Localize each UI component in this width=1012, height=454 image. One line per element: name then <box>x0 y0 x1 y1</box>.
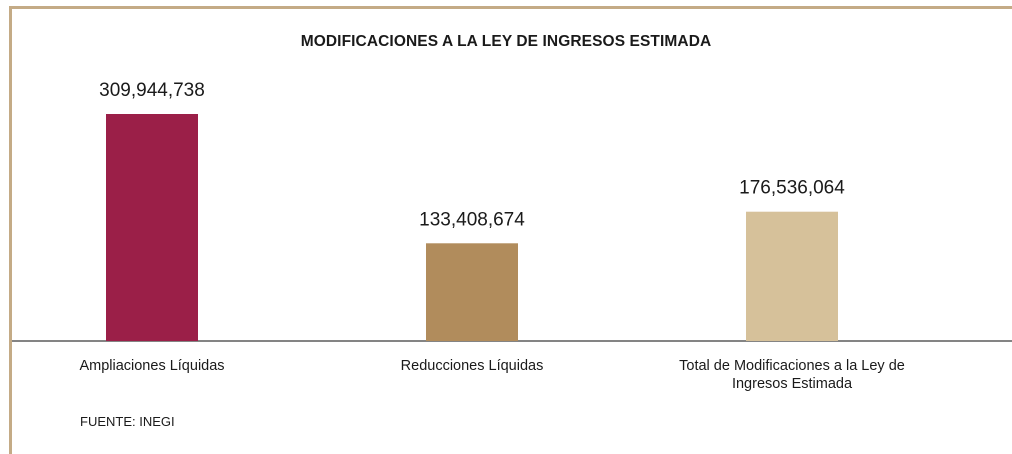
bar-0 <box>106 114 198 341</box>
value-label-1: 133,408,674 <box>419 209 525 230</box>
value-label-2: 176,536,064 <box>739 178 845 199</box>
bar-1 <box>426 243 518 341</box>
source-note: FUENTE: INEGI <box>80 414 175 429</box>
value-label-0: 309,944,738 <box>99 80 205 101</box>
category-label-2-line-0: Total de Modificaciones a la Ley de <box>679 358 905 374</box>
chart-title: MODIFICACIONES A LA LEY DE INGRESOS ESTI… <box>300 33 712 50</box>
bar-2 <box>746 211 838 341</box>
category-label-2-line-1: Ingresos Estimada <box>732 376 853 392</box>
category-label-1: Reducciones Líquidas <box>401 358 544 374</box>
category-label-0: Ampliaciones Líquidas <box>79 358 224 374</box>
